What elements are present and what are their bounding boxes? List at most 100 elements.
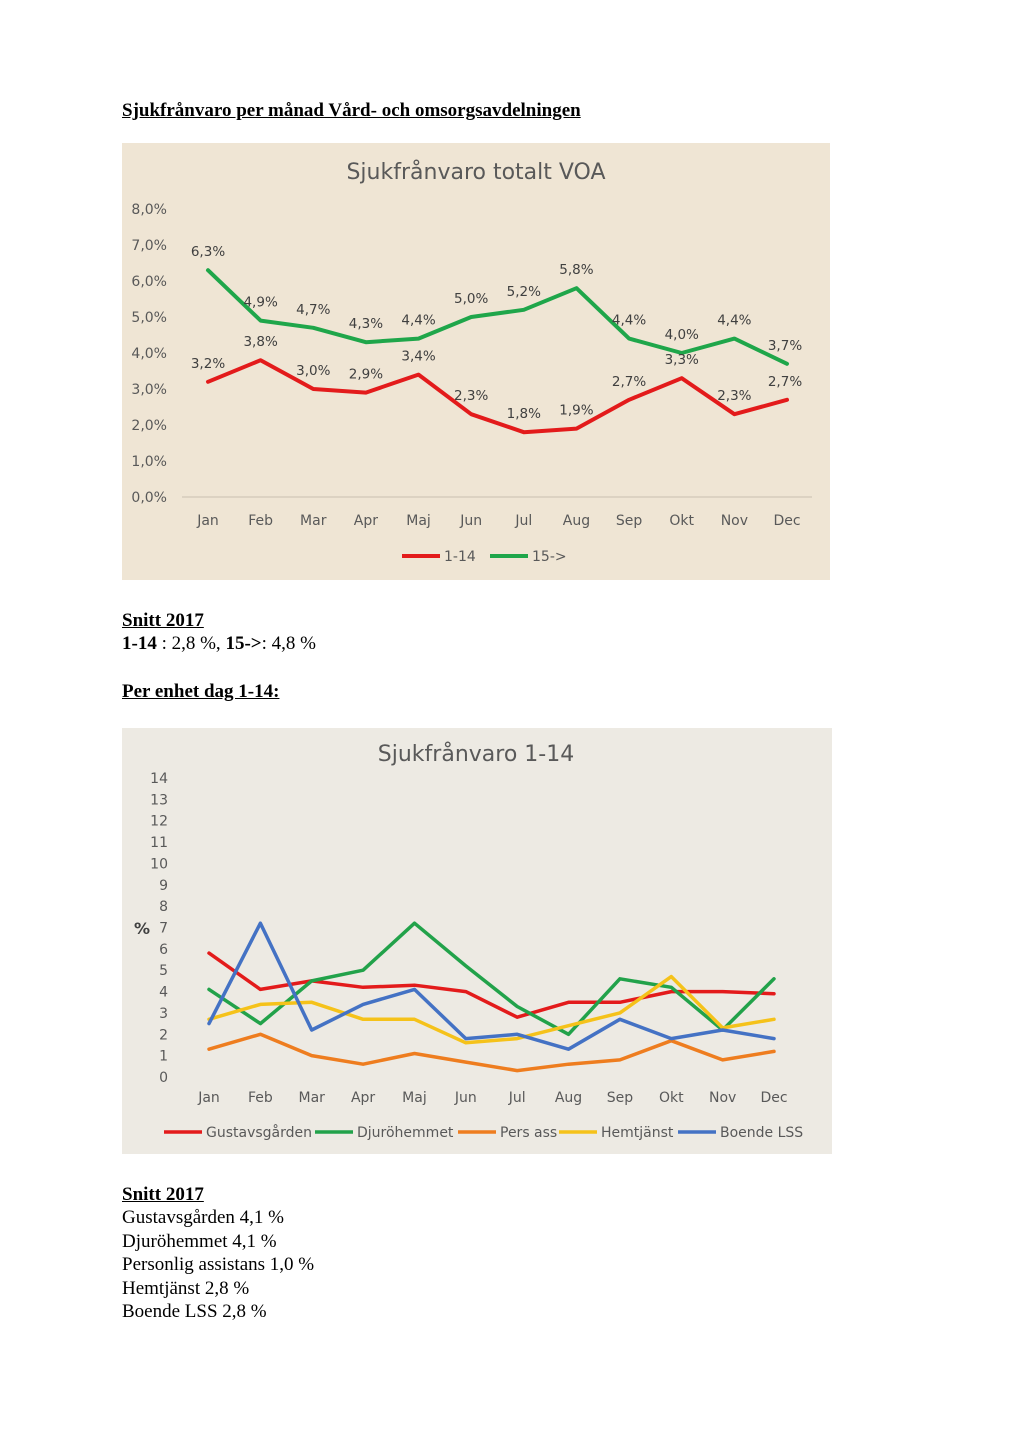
data-label: 4,7% [296,302,330,318]
y-tick-label: 7,0% [131,238,167,254]
legend-label: Pers ass [500,1125,557,1141]
data-label: 1,9% [559,403,593,419]
snitt-s1-value: : 2,8 %, [156,633,226,654]
data-label: 3,0% [296,363,330,379]
x-tick-label: Aug [563,513,590,529]
snitt-values-1: 1-14 : 2,8 %, 15->: 4,8 % [122,632,316,655]
series-line [207,921,776,1051]
x-tick-label: Nov [721,513,748,529]
x-tick-label: Jan [196,513,219,529]
series-group [207,921,776,1073]
section-heading-units: Per enhet dag 1-14: [122,681,280,702]
data-label: 2,3% [717,388,751,404]
data-label: 4,4% [612,313,646,329]
y-tick-label: 2 [159,1027,168,1043]
y-tick-label: 6 [159,942,168,958]
x-tick-label: Apr [351,1090,375,1106]
x-tick-label: Mar [300,513,327,529]
x-tick-label: Jan [197,1090,220,1106]
x-tick-label: Feb [248,513,273,529]
y-axis: 0,0% 1,0% 2,0% 3,0% 4,0% 5,0% 6,0% 7,0% 8,0% [131,202,167,506]
y-tick-label: 2,0% [131,418,167,434]
y-tick-label: 4 [159,985,168,1001]
legend: Gustavsgården Djuröhemmet Pers ass Hemtjäns… [164,1124,803,1141]
x-tick-label: Jun [454,1090,477,1106]
x-tick-label: Maj [402,1090,427,1106]
x-tick-label: Dec [760,1090,787,1106]
y-tick-label: 6,0% [131,274,167,290]
x-tick-label: Maj [406,513,431,529]
snitt-line: Gustavsgården 4,1 % [122,1207,284,1228]
x-tick-label: Jul [514,513,532,529]
legend: 1-14 15-> [402,549,567,565]
y-tick-label: 1 [159,1049,168,1065]
data-label: 2,9% [349,367,383,383]
snitt-line: Hemtjänst 2,8 % [122,1277,250,1299]
y-tick-label: 14 [150,771,168,787]
snitt-line: Boende LSS 2,8 % [122,1301,267,1322]
data-label: 2,3% [454,388,488,404]
data-label: 6,3% [191,244,225,260]
legend-label: 15-> [532,549,567,565]
chart-total-voa: Sjukfrånvaro totalt VOA 0,0% 1,0% 2,0% 3,0%… [122,143,830,580]
x-tick-label: Mar [299,1090,326,1106]
chart-units-1-14: Sjukfrånvaro 1-14 % 01234567891011121314… [122,728,832,1154]
y-tick-label: 11 [150,835,168,851]
legend-label: 1-14 [444,549,476,565]
x-axis: Jan Feb Mar Apr Maj Jun Jul Aug Sep Okt Nov Dec [197,1090,787,1106]
data-label: 5,8% [559,262,593,278]
snitt-line: Personlig assistans 1,0 % [122,1254,315,1275]
x-tick-label: Nov [709,1090,736,1106]
snitt-title-2: Snitt 2017 [122,1184,204,1205]
series-line [207,974,776,1045]
series-group [206,268,789,435]
x-tick-label: Okt [669,513,694,529]
chart-title: Sjukfrånvaro 1-14 [378,741,574,767]
snitt-s2-value: : 4,8 % [261,633,316,654]
x-tick-label: Okt [659,1090,684,1106]
y-tick-label: 0,0% [131,490,167,506]
snitt-s2-label: 15-> [225,633,262,654]
section-heading-voa: Sjukfrånvaro per månad Vård- och omsorgs… [122,100,581,121]
y-tick-label: 3 [159,1006,168,1022]
x-tick-label: Jul [508,1090,526,1106]
y-tick-label: 8,0% [131,202,167,218]
x-tick-label: Dec [773,513,800,529]
x-tick-label: Jun [459,513,482,529]
data-labels: 3,2% 3,8% 3,0% 2,9% 3,4% 2,3% 1,8% 1,9% 2,7% 3,3%… [191,244,802,422]
y-tick-label: 0 [159,1070,168,1086]
data-label: 4,3% [349,316,383,332]
y-tick-label: 4,0% [131,346,167,362]
data-label: 3,2% [191,356,225,372]
snitt-title-1: Snitt 2017 [122,610,204,631]
x-tick-label: Aug [555,1090,582,1106]
y-tick-label: 3,0% [131,382,167,398]
x-tick-label: Apr [354,513,378,529]
chart-title: Sjukfrånvaro totalt VOA [346,159,605,185]
series-line [207,921,776,1037]
y-tick-label: 5,0% [131,310,167,326]
series-line [207,951,776,1019]
x-axis: Jan Feb Mar Apr Maj Jun Jul Aug Sep Okt Nov Dec [196,513,800,529]
y-tick-label: 8 [159,899,168,915]
x-tick-label: Sep [616,513,643,529]
data-label: 1,8% [507,406,541,422]
y-tick-label: 10 [150,856,168,872]
data-label: 4,0% [665,327,699,343]
series-line [207,1032,776,1073]
series-line [206,358,789,435]
data-label: 4,4% [717,313,751,329]
snitt-s1-label: 1-14 [122,633,157,654]
data-label: 5,2% [507,284,541,300]
data-label: 3,3% [665,352,699,368]
data-label: 4,4% [401,313,435,329]
data-label: 5,0% [454,291,488,307]
legend-label: Gustavsgården [206,1124,312,1141]
x-tick-label: Sep [607,1090,634,1106]
y-tick-label: 5 [159,963,168,979]
data-label: 2,7% [768,374,802,390]
series-line [206,268,789,366]
y-tick-label: 7 [159,921,168,937]
snitt-line: Djuröhemmet 4,1 % [122,1230,277,1252]
